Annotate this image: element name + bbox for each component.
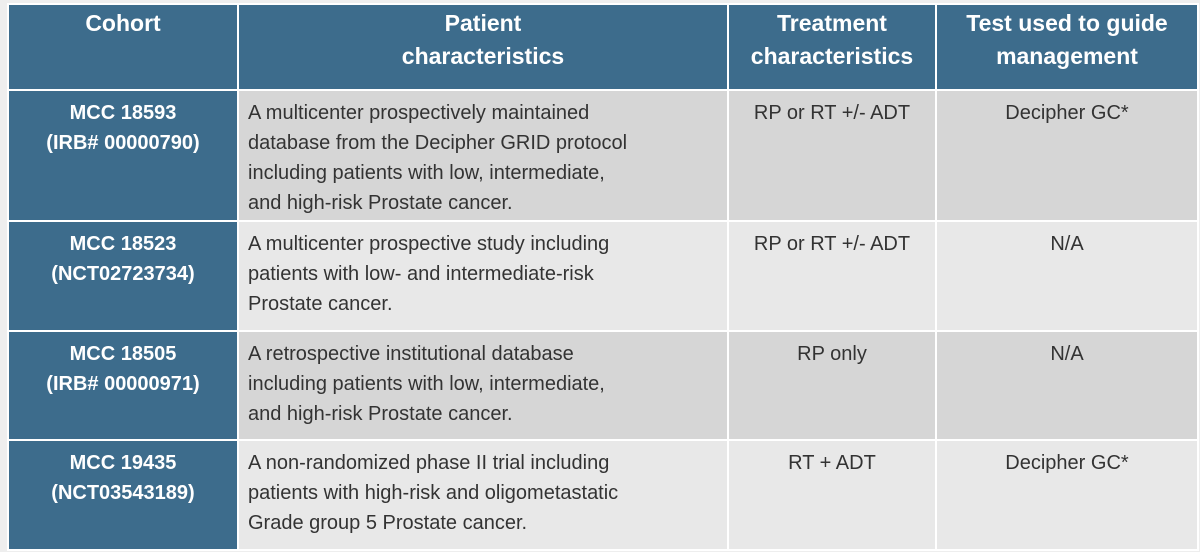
cohort-cell: MCC 18523 (NCT02723734) [7,220,239,332]
cell-line: MCC 18505 [69,343,177,365]
table-cell: A multicenter prospective study includin… [237,220,729,332]
cell-line: patients with low- and intermediate-risk [248,263,594,285]
cell-line: RT + ADT [788,452,876,474]
cohort-cell: MCC 19435 (NCT03543189) [7,439,239,551]
cell-line: including patients with low, intermediat… [248,162,605,184]
cell-line: database from the Decipher GRID protocol [248,132,628,154]
cell-line: N/A [1050,233,1084,255]
table-cell: A multicenter prospectively maintained da… [237,89,729,222]
table-cell: RP or RT +/- ADT [727,89,937,222]
table-row: MCC 18593 (IRB# 00000790) A multicenter pr… [7,89,1199,222]
cohort-cell: MCC 18593 (IRB# 00000790) [7,89,239,222]
table-cell: RP only [727,330,937,441]
table-row: MCC 18505 (IRB# 00000971) A retrospective … [7,330,1199,441]
cell-line: Decipher GC* [1005,452,1129,474]
cell-line: including patients with low, intermediat… [248,373,605,395]
cell-line: A multicenter prospective study includin… [248,233,610,255]
table-cell: N/A [935,220,1199,332]
table-cell: A retrospective institutional database in… [237,330,729,441]
cell-line: (IRB# 00000971) [46,373,200,395]
table-cell: Decipher GC* [935,439,1199,551]
header-cell: Cohort [7,3,239,91]
cell-line: characteristics [750,43,914,69]
cell-line: RP only [797,343,867,365]
table-row: MCC 18523 (NCT02723734) A multicenter pros… [7,220,1199,332]
cell-line: A non-randomized phase II trial includin… [248,452,610,474]
table-cell: N/A [935,330,1199,441]
table-cell: RP or RT +/- ADT [727,220,937,332]
table: Cohort Patient characteristics Treatment cha… [7,3,1199,551]
cell-line: Test used to guide [966,10,1168,36]
table-row: MCC 19435 (NCT03543189) A non-randomized p… [7,439,1199,551]
table-body: MCC 18593 (IRB# 00000790) A multicenter pr… [7,89,1199,551]
cell-line: patients with high-risk and oligometasta… [248,482,619,504]
cell-line: MCC 19435 [69,452,177,474]
cell-line: characteristics [401,43,565,69]
cell-line: Grade group 5 Prostate cancer. [248,512,528,534]
cell-line: A multicenter prospectively maintained [248,102,590,124]
cell-line: (NCT02723734) [51,263,195,285]
cell-line: A retrospective institutional database [248,343,574,365]
header-cell: Treatment characteristics [727,3,937,91]
cell-line: and high-risk Prostate cancer. [248,403,513,425]
cell-line: RP or RT +/- ADT [753,233,911,255]
cell-line: (NCT03543189) [51,482,195,504]
cell-line: MCC 18593 [69,102,177,124]
cell-line: MCC 18523 [69,233,177,255]
table-cell: A non-randomized phase II trial includin… [237,439,729,551]
cell-line: Decipher GC* [1005,102,1129,124]
cell-line: Patient [444,10,522,36]
header-row: Cohort Patient characteristics Treatment cha… [7,3,1199,91]
header-cell: Patient characteristics [237,3,729,91]
cell-line: and high-risk Prostate cancer. [248,192,513,214]
cell-line: N/A [1050,343,1084,365]
cell-line: Treatment [777,10,887,36]
cell-line: Cohort [85,10,161,36]
cohort-cell: MCC 18505 (IRB# 00000971) [7,330,239,441]
cell-line: RP or RT +/- ADT [753,102,911,124]
cell-line: management [996,43,1138,69]
cell-line: (IRB# 00000790) [46,132,200,154]
table-cell: Decipher GC* [935,89,1199,222]
cell-line: Prostate cancer. [248,293,393,315]
table-cell: RT + ADT [727,439,937,551]
header-cell: Test used to guide management [935,3,1199,91]
